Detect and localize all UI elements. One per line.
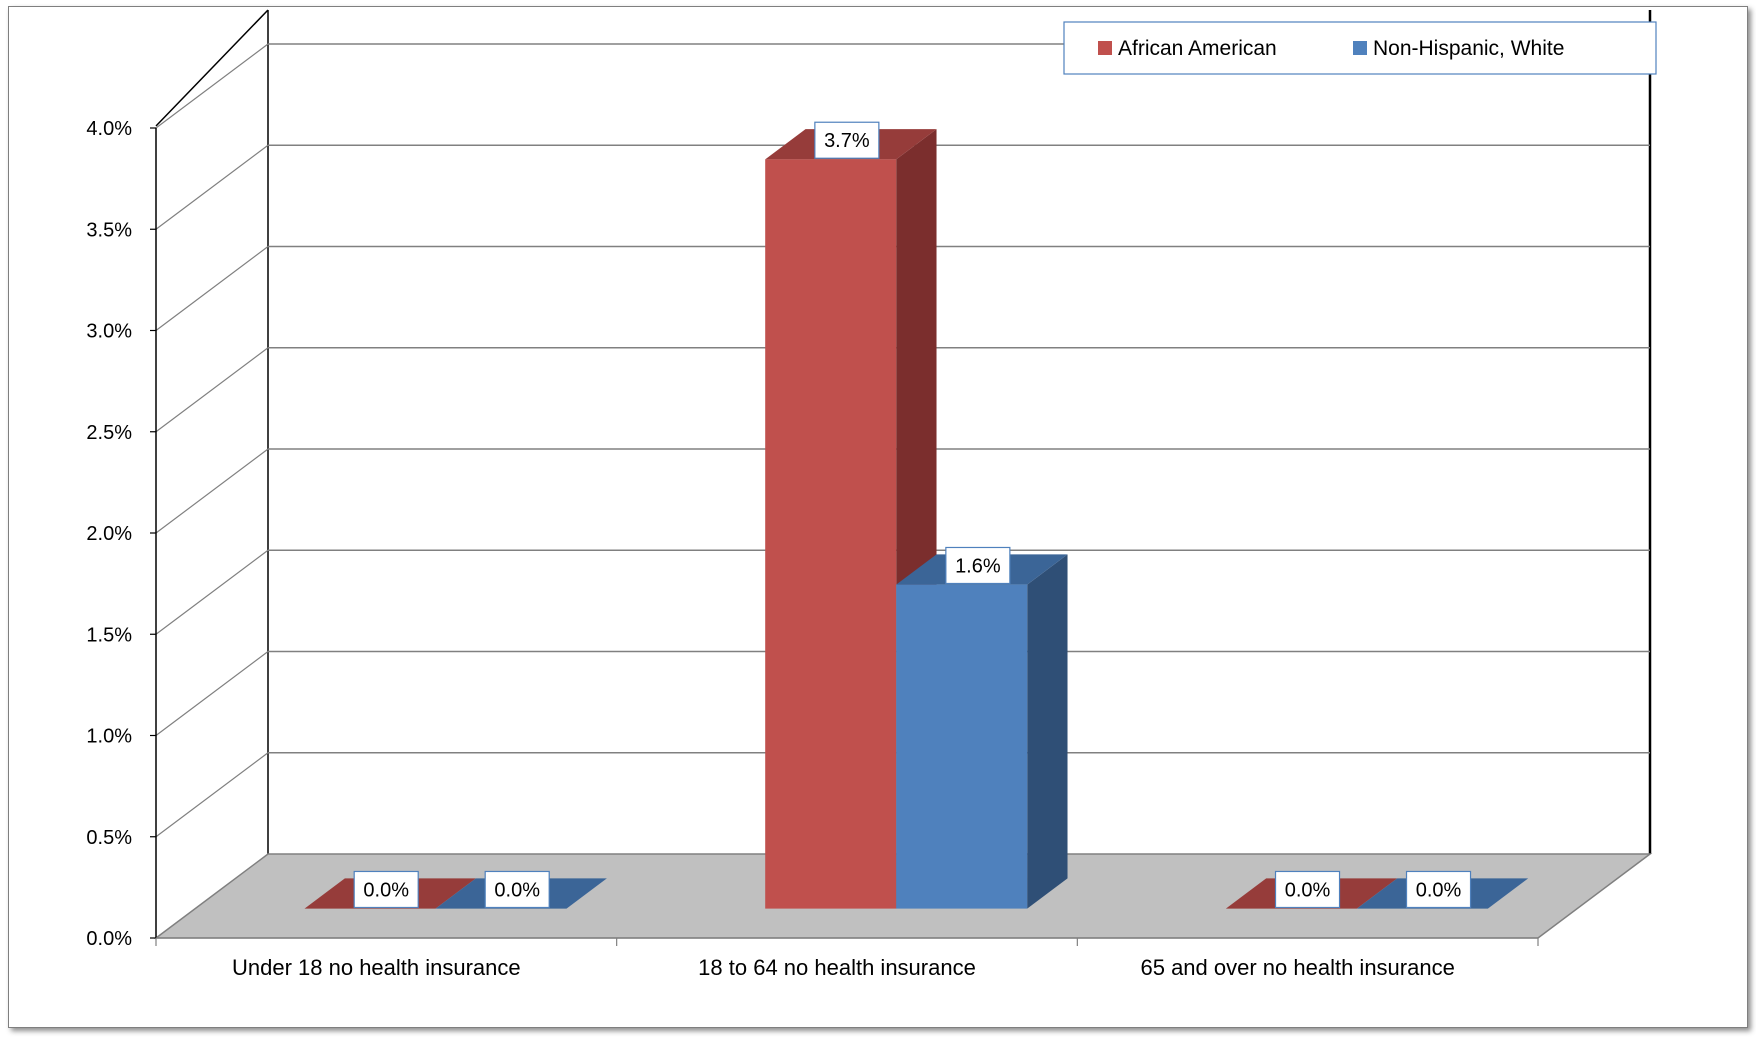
category-label: 65 and over no health insurance bbox=[1140, 955, 1454, 980]
y-tick-label: 2.0% bbox=[86, 523, 132, 545]
gridline-side bbox=[155, 43, 269, 129]
bar bbox=[896, 584, 1028, 909]
data-label-box bbox=[945, 546, 1011, 585]
data-label: 1.6% bbox=[945, 546, 1011, 585]
legend-label: Non-Hispanic, White bbox=[1373, 37, 1564, 60]
gridline-side bbox=[155, 752, 269, 838]
data-label-text: 0.0% bbox=[1285, 879, 1331, 901]
data-label-text: 0.0% bbox=[494, 879, 540, 901]
legend-swatch bbox=[1098, 41, 1112, 55]
gridline-side bbox=[155, 347, 269, 433]
legend-label: African American bbox=[1118, 37, 1277, 60]
data-label-text: 3.7% bbox=[824, 130, 870, 152]
data-label: 0.0% bbox=[1405, 870, 1472, 909]
data-label-text: 0.0% bbox=[363, 879, 409, 901]
y-tick-label: 4.0% bbox=[86, 118, 132, 140]
bar-side bbox=[1027, 554, 1068, 909]
side-wall-top-edge bbox=[155, 9, 269, 127]
y-tick-label: 1.5% bbox=[86, 624, 132, 646]
data-label-box bbox=[484, 870, 550, 909]
data-label: 3.7% bbox=[814, 121, 880, 159]
category-label: 18 to 64 no health insurance bbox=[698, 955, 976, 980]
gridline-side bbox=[155, 144, 269, 230]
y-tick-label: 1.0% bbox=[86, 726, 132, 748]
data-label-box bbox=[814, 121, 880, 159]
y-tick-label: 0.0% bbox=[86, 928, 132, 950]
data-label: 0.0% bbox=[484, 870, 550, 909]
data-label-box bbox=[1405, 870, 1472, 909]
chart-walls bbox=[155, 9, 1652, 854]
gridline-side bbox=[155, 246, 269, 331]
y-tick-label: 3.5% bbox=[86, 219, 132, 241]
category-label: Under 18 no health insurance bbox=[232, 955, 521, 980]
y-axis bbox=[150, 127, 1539, 946]
category-labels: Under 18 no health insurance 18 to 64 no … bbox=[232, 955, 1455, 980]
gridlines bbox=[155, 43, 1650, 838]
data-label: 0.0% bbox=[353, 870, 419, 909]
y-tick-labels: 0.0% 0.5% 1.0% 1.5% 2.0% 2.5% 3.0% 3.5% 4.0% bbox=[86, 118, 132, 950]
data-label: 0.0% bbox=[1274, 870, 1341, 909]
data-label-box bbox=[353, 870, 419, 909]
gridline-side bbox=[155, 651, 269, 736]
data-label-box bbox=[1274, 870, 1341, 909]
y-tick-label: 2.5% bbox=[86, 422, 132, 444]
data-label-text: 1.6% bbox=[955, 555, 1001, 577]
data-labels: 0.0% 0.0% 3.7% 1.6% 0.0% 0.0% bbox=[353, 121, 1472, 909]
gridline-side bbox=[155, 549, 269, 635]
y-tick-label: 0.5% bbox=[86, 827, 132, 849]
gridline-side bbox=[155, 448, 269, 534]
bar bbox=[765, 159, 897, 909]
y-tick-label: 3.0% bbox=[86, 321, 132, 343]
data-label-text: 0.0% bbox=[1416, 879, 1462, 901]
legend-swatch bbox=[1353, 41, 1367, 55]
legend: African American Non-Hispanic, White bbox=[1063, 21, 1657, 75]
